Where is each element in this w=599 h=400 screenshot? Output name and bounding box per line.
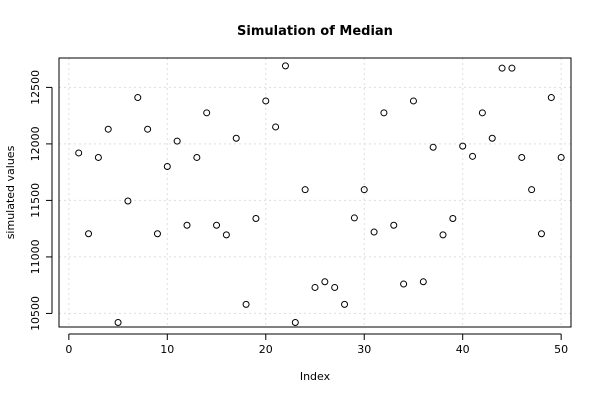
data-point — [144, 125, 152, 133]
grid — [59, 58, 571, 327]
data-point — [488, 134, 496, 142]
data-point — [341, 300, 349, 308]
data-point — [242, 300, 250, 308]
y-tick-label: 11500 — [29, 183, 42, 218]
data-point — [104, 125, 112, 133]
data-point — [400, 280, 408, 288]
data-point — [518, 153, 526, 161]
data-point — [380, 109, 388, 117]
data-point — [350, 214, 358, 222]
data-point — [459, 142, 467, 150]
data-point — [153, 230, 161, 238]
y-tick-label: 10500 — [29, 296, 42, 331]
data-point — [173, 137, 181, 145]
data-point — [370, 228, 378, 236]
x-tick-label: 40 — [456, 343, 470, 356]
data-point — [537, 230, 545, 238]
data-point — [114, 318, 122, 326]
data-point — [291, 318, 299, 326]
data-points — [75, 62, 565, 326]
y-tick-label: 12000 — [29, 126, 42, 161]
x-tick-label: 0 — [65, 343, 72, 356]
data-point — [429, 143, 437, 151]
data-point — [360, 186, 368, 194]
data-point — [163, 163, 171, 171]
y-tick-label: 12500 — [29, 70, 42, 105]
data-point — [134, 94, 142, 102]
y-tick-label: 11000 — [29, 239, 42, 274]
data-point — [94, 153, 102, 161]
data-point — [281, 62, 289, 70]
data-point — [469, 152, 477, 160]
data-point — [213, 221, 221, 229]
data-point — [409, 97, 417, 105]
data-point — [508, 64, 516, 72]
data-point — [419, 278, 427, 286]
data-point — [390, 221, 398, 229]
x-tick-label: 30 — [357, 343, 371, 356]
data-point — [439, 231, 447, 239]
data-point — [85, 230, 93, 238]
data-point — [528, 186, 536, 194]
data-point — [124, 197, 132, 205]
data-point — [498, 64, 506, 72]
data-point — [321, 278, 329, 286]
data-point — [331, 283, 339, 291]
data-point — [272, 123, 280, 131]
data-point — [75, 149, 83, 157]
data-point — [193, 153, 201, 161]
data-point — [203, 109, 211, 117]
data-point — [252, 214, 260, 222]
y-axis-label: simulated values — [4, 145, 17, 239]
plot-frame — [58, 57, 572, 328]
data-point — [262, 97, 270, 105]
data-point — [547, 94, 555, 102]
data-point — [183, 221, 191, 229]
x-axis: 0 10 20 30 40 50 — [65, 333, 568, 356]
data-point — [557, 153, 565, 161]
data-point — [222, 231, 230, 239]
data-point — [232, 134, 240, 142]
x-axis-label: Index — [300, 370, 331, 383]
x-tick-label: 50 — [554, 343, 568, 356]
data-point — [311, 283, 319, 291]
chart-title: Simulation of Median — [237, 24, 393, 39]
data-point — [301, 186, 309, 194]
data-point — [478, 109, 486, 117]
data-point — [449, 214, 457, 222]
x-tick-label: 20 — [259, 343, 273, 356]
x-tick-label: 10 — [160, 343, 174, 356]
y-axis: 10500 11000 11500 12000 12500 — [29, 70, 53, 331]
